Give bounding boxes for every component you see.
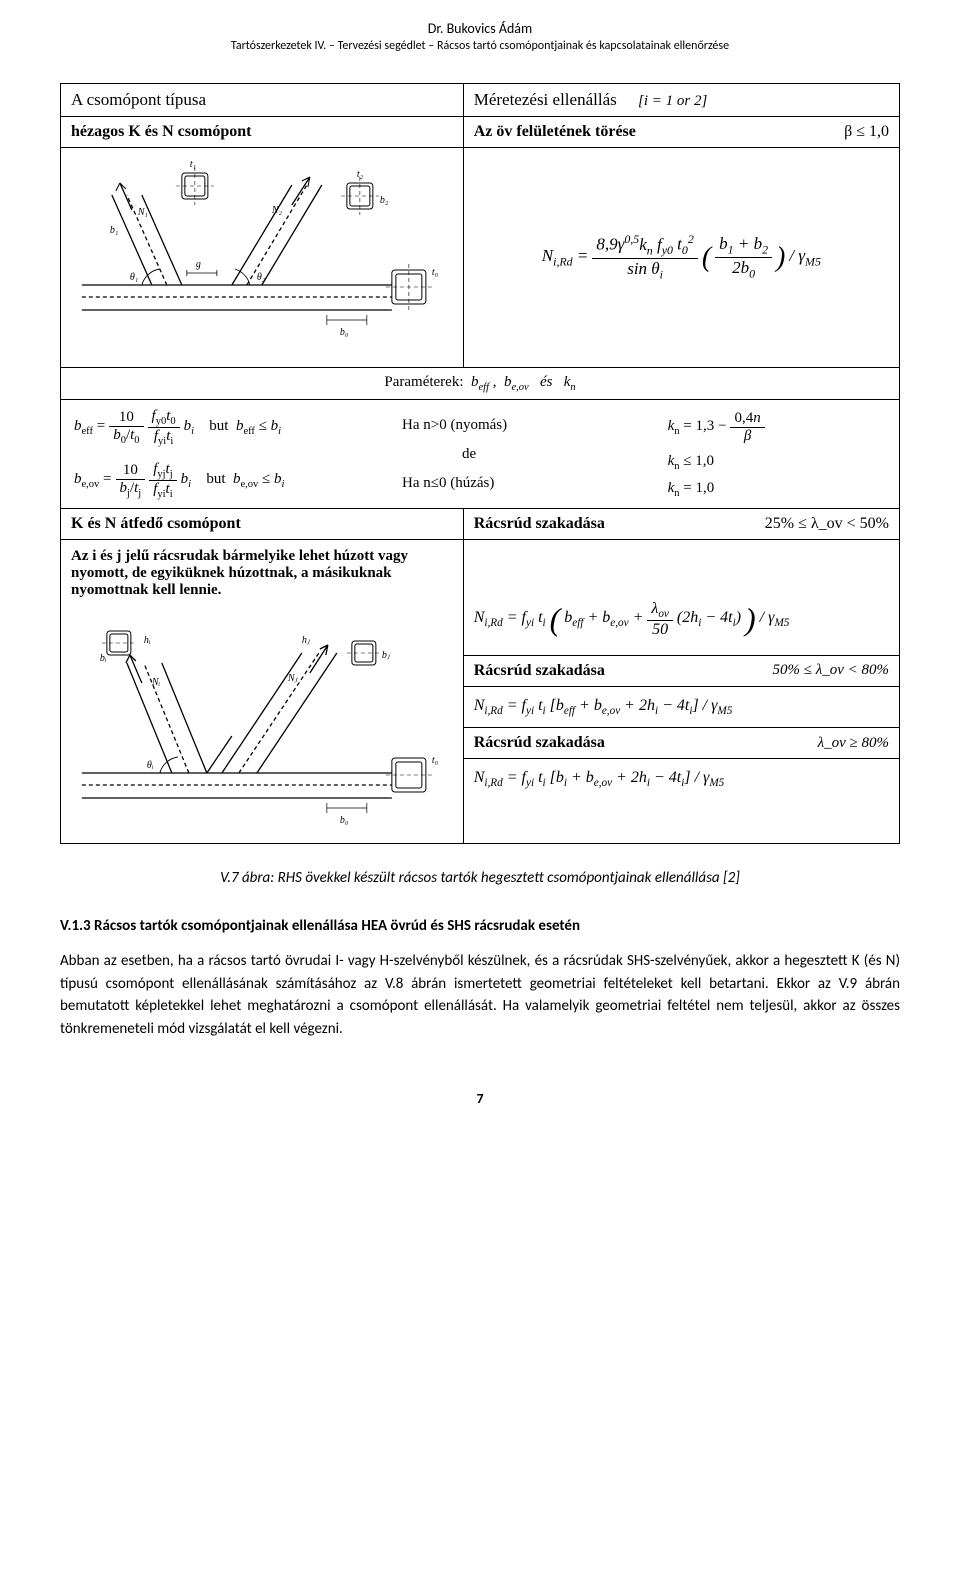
svg-text:Nᵢ: Nᵢ (151, 677, 161, 688)
cond-2: 25% ≤ λ_ov < 50% (765, 515, 889, 533)
page-number: 7 (60, 1090, 900, 1107)
svg-text:g: g (196, 259, 201, 270)
svg-text:N₂: N₂ (271, 205, 283, 216)
svg-text:hⱼ: hⱼ (302, 635, 311, 646)
subheader-left-1: hézagos K és N csomópont (61, 117, 464, 148)
formula-cell-1: Ni,Rd = 8,9γ0,5kn fy0 t02 sin θi ( b1 + … (463, 148, 899, 368)
param-formulas-cell: beff = 10b0/t0 fy0t0fyiti bi but beff ≤ … (61, 400, 900, 509)
header-cond: [i = 1 or 2] (638, 93, 707, 109)
svg-text:b₁: b₁ (110, 225, 118, 236)
formula-2: Ni,Rd = fyi ti ( beff + be,ov + λov50 (2… (464, 584, 899, 655)
header-subtitle: Tartószerkezetek IV. – Tervezési segédle… (60, 39, 900, 53)
overlap-row: Az i és j jelű rácsrudak bármelyike lehe… (61, 540, 900, 844)
diagram-cell-1: b₁ t₁ N₁ θ₁ g N₂ θ₂ b₂ t₂ t₀ b₀ (61, 148, 464, 368)
overlap-note: Az i és j jelű rácsrudak bármelyike lehe… (61, 540, 463, 603)
param-kn: Ha n>0 (nyomás) de Ha n≤0 (húzás) (394, 417, 660, 492)
overlap-joint-diagram-icon: hᵢ bᵢ Nᵢ θᵢ hⱼ Nⱼ bⱼ t₀ b₀ (71, 613, 453, 833)
formula-3: Ni,Rd = fyi ti [beff + be,ov + 2hi − 4ti… (464, 686, 899, 727)
svg-text:bᵢ: bᵢ (100, 653, 107, 664)
subheader-left-2: K és N átfedő csomópont (61, 509, 464, 540)
svg-text:Nⱼ: Nⱼ (287, 673, 299, 684)
section-body: Abban az esetben, ha a rácsos tartó övru… (60, 950, 900, 1040)
diagram-row-1: b₁ t₁ N₁ θ₁ g N₂ θ₂ b₂ t₂ t₀ b₀ Ni,Rd = … (61, 148, 900, 368)
svg-text:N₁: N₁ (137, 207, 148, 218)
table-header-row: A csomópont típusa Méretezési ellenállás… (61, 84, 900, 117)
svg-text:b₀: b₀ (340, 815, 349, 826)
svg-text:hᵢ: hᵢ (144, 635, 151, 646)
subheader-right-1: Az öv felületének törése β ≤ 1,0 (463, 117, 899, 148)
svg-text:t₀: t₀ (432, 267, 439, 278)
subheader-3: Rácsrúd szakadása 50% ≤ λ_ov < 80% (464, 655, 899, 686)
param-label-cell: Paraméterek: beff , be,ov és kn (61, 368, 900, 400)
param-formulas-row: beff = 10b0/t0 fy0t0fyiti bi but beff ≤ … (61, 400, 900, 509)
table-subheader-row-1: hézagos K és N csomópont Az öv felületén… (61, 117, 900, 148)
param-beff: beff = 10b0/t0 fy0t0fyiti bi but beff ≤ … (66, 408, 394, 500)
formula-4: Ni,Rd = fyi ti [bi + be,ov + 2hi − 4ti] … (464, 758, 899, 799)
header-resistance: Méretezési ellenállás [i = 1 or 2] (463, 84, 899, 117)
svg-text:t₀: t₀ (432, 755, 439, 766)
svg-text:t₁: t₁ (190, 159, 196, 170)
header-type: A csomópont típusa (61, 84, 464, 117)
param-kn-vals: kn = 1,3 − 0,4nβ kn ≤ 1,0 kn = 1,0 (660, 410, 894, 499)
table-subheader-row-2: K és N átfedő csomópont Rácsrúd szakadás… (61, 509, 900, 540)
cond-1: β ≤ 1,0 (844, 123, 889, 141)
param-label-row: Paraméterek: beff , be,ov és kn (61, 368, 900, 400)
k-joint-diagram-icon: b₁ t₁ N₁ θ₁ g N₂ θ₂ b₂ t₂ t₀ b₀ (71, 155, 453, 355)
design-table: A csomópont típusa Méretezési ellenállás… (60, 83, 900, 844)
subheader-4: Rácsrúd szakadása λ_ov ≥ 80% (464, 727, 899, 758)
svg-text:t₂: t₂ (357, 169, 364, 180)
svg-text:b₂: b₂ (380, 195, 389, 206)
figure-caption: V.7 ábra: RHS övekkel készült rácsos tar… (60, 869, 900, 887)
svg-text:θ₁: θ₁ (130, 272, 138, 283)
page-header: Dr. Bukovics Ádám Tartószerkezetek IV. –… (60, 20, 900, 53)
overlap-right: Ni,Rd = fyi ti ( beff + be,ov + λov50 (2… (463, 540, 899, 844)
overlap-left: Az i és j jelű rácsrudak bármelyike lehe… (61, 540, 464, 844)
header-author: Dr. Bukovics Ádám (60, 20, 900, 37)
svg-text:bⱼ: bⱼ (382, 650, 391, 661)
svg-text:b₀: b₀ (340, 327, 349, 338)
svg-text:θᵢ: θᵢ (147, 760, 154, 771)
subheader-right-2: Rácsrúd szakadása 25% ≤ λ_ov < 50% (463, 509, 899, 540)
section-heading: V.1.3 Rácsos tartók csomópontjainak elle… (60, 917, 900, 935)
svg-text:θ₂: θ₂ (257, 272, 266, 283)
